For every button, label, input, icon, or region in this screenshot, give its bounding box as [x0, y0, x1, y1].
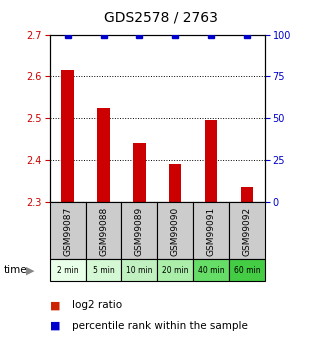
- Bar: [61, 70, 74, 202]
- Bar: [205, 120, 217, 202]
- Text: 10 min: 10 min: [126, 266, 152, 275]
- Bar: [121, 259, 157, 281]
- Text: GDS2578 / 2763: GDS2578 / 2763: [104, 10, 217, 24]
- Bar: [50, 202, 86, 259]
- Text: GSM99090: GSM99090: [171, 206, 180, 256]
- Bar: [121, 202, 157, 259]
- Text: GSM99092: GSM99092: [242, 206, 251, 256]
- Bar: [86, 259, 121, 281]
- Text: 2 min: 2 min: [57, 266, 79, 275]
- Text: GSM99087: GSM99087: [63, 206, 72, 256]
- Bar: [229, 202, 265, 259]
- Text: ■: ■: [50, 300, 60, 310]
- Text: 20 min: 20 min: [162, 266, 188, 275]
- Text: GSM99089: GSM99089: [135, 206, 144, 256]
- Text: 40 min: 40 min: [198, 266, 224, 275]
- Bar: [193, 202, 229, 259]
- Bar: [229, 259, 265, 281]
- Text: GSM99088: GSM99088: [99, 206, 108, 256]
- Bar: [169, 164, 181, 202]
- Bar: [241, 187, 253, 202]
- Text: time: time: [3, 265, 27, 275]
- Text: percentile rank within the sample: percentile rank within the sample: [72, 321, 248, 331]
- Bar: [133, 143, 146, 202]
- Bar: [50, 259, 86, 281]
- Text: ■: ■: [50, 321, 60, 331]
- Text: 5 min: 5 min: [93, 266, 114, 275]
- Bar: [157, 259, 193, 281]
- Bar: [86, 202, 121, 259]
- Bar: [193, 259, 229, 281]
- Bar: [157, 202, 193, 259]
- Text: log2 ratio: log2 ratio: [72, 300, 122, 310]
- Bar: [97, 108, 110, 202]
- Text: GSM99091: GSM99091: [206, 206, 216, 256]
- Text: 60 min: 60 min: [234, 266, 260, 275]
- Text: ▶: ▶: [26, 265, 34, 275]
